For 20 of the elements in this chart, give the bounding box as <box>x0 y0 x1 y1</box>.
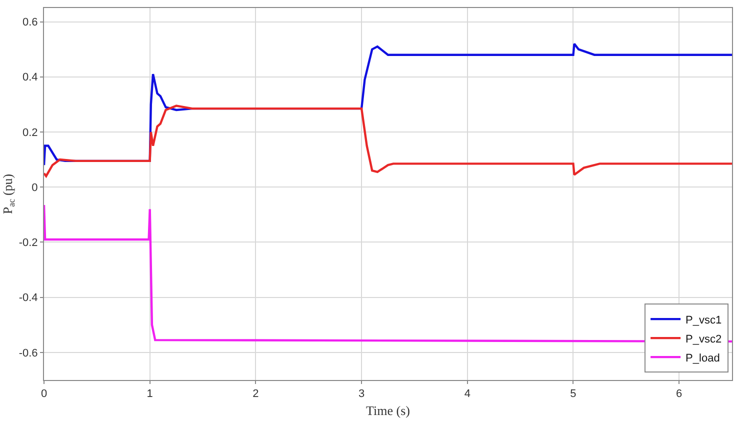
x-tick-label: 4 <box>464 388 470 400</box>
y-tick-label: -0.2 <box>18 237 38 250</box>
legend-label: P_vsc2 <box>686 333 722 346</box>
x-tick-label: 3 <box>358 388 365 400</box>
x-tick-label: 0 <box>40 388 48 400</box>
x-tick-label: 2 <box>252 388 259 400</box>
y-tick-label: 0.6 <box>22 16 38 29</box>
x-tick-label: 1 <box>146 388 153 400</box>
line-series <box>44 104 732 178</box>
y-tick-label: -0.4 <box>18 292 38 304</box>
x-tick-label: 5 <box>570 388 576 400</box>
line-series <box>44 204 732 343</box>
y-tick-label: -0.6 <box>18 347 38 360</box>
y-tick-label: 0.4 <box>22 72 38 84</box>
x-axis-title: Time (s) <box>366 402 410 418</box>
legend-label: P_load <box>686 352 720 364</box>
legend-label: P_vsc1 <box>686 314 722 326</box>
y-tick-label: 0 <box>32 182 38 194</box>
x-tick-label: 6 <box>676 388 682 400</box>
y-tick-label: 0.2 <box>22 126 38 139</box>
